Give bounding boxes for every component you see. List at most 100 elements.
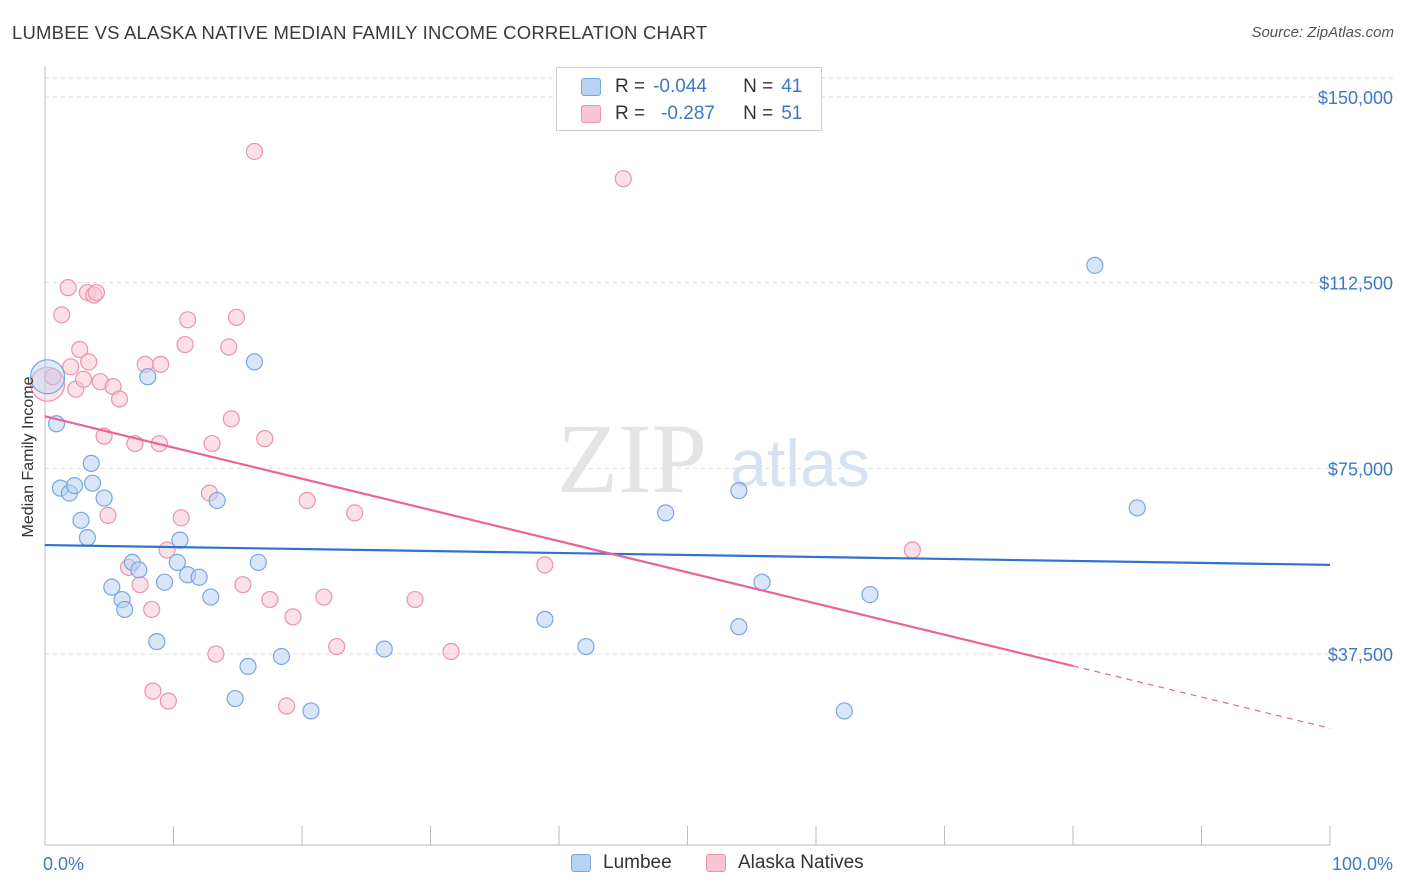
y-tick-label: $37,500 <box>1328 645 1393 665</box>
alaska-point <box>536 556 554 574</box>
lumbee-point <box>148 633 166 651</box>
alaska-point <box>71 340 89 359</box>
lumbee-point <box>730 618 748 636</box>
lumbee-swatch <box>571 854 591 872</box>
alaska-point <box>442 642 460 661</box>
alaska-swatch <box>581 105 601 123</box>
alaska-point <box>406 590 424 609</box>
alaska-point <box>203 434 221 453</box>
alaska-point <box>172 509 190 527</box>
lumbee-point <box>272 647 291 666</box>
tick-labels: $37,500 $75,000 $112,500 $150,000 0.0% 100.0% <box>43 88 1393 874</box>
y-tick-label: $112,500 <box>1319 274 1393 294</box>
lumbee-point <box>730 482 748 500</box>
y-tick-label: $75,000 <box>1328 459 1393 479</box>
alaska-point <box>144 682 162 700</box>
alaska-point <box>179 311 197 329</box>
legend-row-lumbee: R = -0.044 N = 41 <box>557 74 802 100</box>
x-tick-label-max: 100.0% <box>1332 854 1393 874</box>
lumbee-point <box>65 477 84 495</box>
alaska-point <box>256 430 274 448</box>
alaska-trend-line <box>44 415 1074 667</box>
lumbee-point <box>835 702 853 720</box>
n-value: 41 <box>781 76 803 97</box>
alaska-point <box>74 370 93 388</box>
alaska-point <box>614 170 632 188</box>
alaska-point <box>80 353 98 371</box>
alaska-point <box>346 504 364 522</box>
watermark-atlas: atlas <box>730 426 869 500</box>
lumbee-point <box>657 504 675 522</box>
legend-label-alaska: Alaska Natives <box>738 852 864 873</box>
lumbee-point <box>116 600 134 619</box>
alaska-point <box>328 637 346 656</box>
lumbee-point <box>78 529 97 547</box>
alaska-point <box>87 283 106 302</box>
alaska-point <box>220 338 238 356</box>
lumbee-point <box>130 561 148 579</box>
r-value: -0.044 <box>653 76 707 97</box>
r-label: R = <box>615 103 646 124</box>
alaska-point <box>277 697 296 715</box>
watermark-zip: ZIP <box>557 403 707 514</box>
n-label: N = <box>743 76 774 97</box>
lumbee-point <box>95 489 113 507</box>
y-axis-label: Median Family Income <box>20 376 37 537</box>
axes <box>44 66 1331 846</box>
lumbee-point <box>103 578 121 596</box>
legend-item-alaska[interactable]: Alaska Natives <box>706 852 864 874</box>
alaska-point <box>44 368 62 386</box>
alaska-point <box>99 506 117 524</box>
alaska-point <box>227 308 246 326</box>
alaska-point <box>903 541 921 559</box>
lumbee-trend-line <box>44 543 1331 566</box>
lumbee-point <box>375 640 393 658</box>
legend-label-lumbee: Lumbee <box>603 852 672 873</box>
stats-legend: R = -0.044 N = 41 R = -0.287 N = 51 <box>556 67 822 131</box>
alaska-point <box>131 576 149 594</box>
legend-item-lumbee[interactable]: Lumbee <box>571 852 672 874</box>
alaska-point <box>143 600 161 619</box>
alaska-point <box>159 692 177 710</box>
lumbee-point <box>72 511 90 529</box>
lumbee-point <box>139 368 157 386</box>
source-credit: Source: ZipAtlas.com <box>1251 24 1394 41</box>
lumbee-point <box>302 702 320 720</box>
watermark: ZIP atlas <box>557 403 870 514</box>
alaska-point <box>176 335 194 354</box>
lumbee-swatch <box>581 78 601 96</box>
points-layer <box>29 142 1146 720</box>
alaska-point <box>59 279 77 297</box>
lumbee-point <box>82 454 100 472</box>
lumbee-point <box>245 353 264 371</box>
chart-title: LUMBEE VS ALASKA NATIVE MEDIAN FAMILY IN… <box>12 22 708 43</box>
alaska-point <box>315 588 333 606</box>
lumbee-point <box>753 573 771 591</box>
alaska-point <box>234 576 252 594</box>
alaska-point <box>284 608 302 626</box>
n-value: 51 <box>781 103 803 124</box>
lumbee-point <box>1128 499 1146 517</box>
lumbee-point <box>155 573 174 591</box>
n-label: N = <box>743 103 774 124</box>
alaska-swatch <box>706 854 726 872</box>
r-label: R = <box>615 76 646 97</box>
alaska-point <box>261 590 279 609</box>
lumbee-point <box>29 359 66 395</box>
x-tick-label-min: 0.0% <box>43 854 84 874</box>
alaska-point <box>245 142 264 161</box>
lumbee-point <box>168 553 186 572</box>
r-value: -0.287 <box>661 103 715 124</box>
alaska-point <box>207 645 225 663</box>
alaska-point <box>152 355 170 373</box>
trend-lines <box>44 415 1331 729</box>
lumbee-point <box>239 657 257 675</box>
lumbee-point <box>171 531 189 549</box>
alaska-point <box>62 358 80 376</box>
lumbee-point <box>208 491 226 510</box>
alaska-point <box>298 491 316 510</box>
lumbee-point <box>226 689 244 708</box>
y-tick-label: $150,000 <box>1318 88 1393 108</box>
alaska-point <box>222 410 240 428</box>
